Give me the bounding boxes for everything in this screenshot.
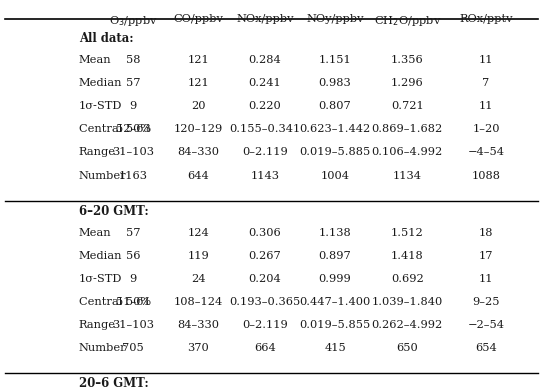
- Text: 0.220: 0.220: [249, 101, 281, 111]
- Text: Range: Range: [79, 147, 116, 158]
- Text: 1143: 1143: [250, 171, 280, 180]
- Text: 1.356: 1.356: [391, 55, 424, 65]
- Text: NOy/ppbv: NOy/ppbv: [306, 14, 364, 24]
- Text: 1.512: 1.512: [391, 228, 424, 237]
- Text: 0.999: 0.999: [319, 274, 351, 284]
- Text: 415: 415: [324, 343, 346, 353]
- Text: 705: 705: [122, 343, 144, 353]
- Text: CH$_2$O/ppbv: CH$_2$O/ppbv: [374, 14, 441, 28]
- Text: 51–61: 51–61: [116, 297, 150, 307]
- Text: 1.138: 1.138: [319, 228, 351, 237]
- Text: 0.267: 0.267: [249, 251, 281, 261]
- Text: 58: 58: [126, 55, 140, 65]
- Text: 0.692: 0.692: [391, 274, 424, 284]
- Text: 0.897: 0.897: [319, 251, 351, 261]
- Text: All data:: All data:: [79, 32, 134, 45]
- Text: 0–2.119: 0–2.119: [242, 320, 288, 330]
- Text: 9: 9: [129, 274, 137, 284]
- Text: 120–129: 120–129: [174, 125, 223, 134]
- Text: 84–330: 84–330: [177, 147, 219, 158]
- Text: ROx/pptv: ROx/pptv: [459, 14, 513, 24]
- Text: 1163: 1163: [118, 171, 148, 180]
- Text: 0.262–4.992: 0.262–4.992: [371, 320, 443, 330]
- Text: 17: 17: [479, 251, 493, 261]
- Text: Mean: Mean: [79, 55, 111, 65]
- Text: Median: Median: [79, 251, 122, 261]
- Text: 0.106–4.992: 0.106–4.992: [371, 147, 443, 158]
- Text: 1.418: 1.418: [391, 251, 424, 261]
- Text: NOx/ppbv: NOx/ppbv: [236, 14, 294, 24]
- Text: 9–25: 9–25: [472, 297, 500, 307]
- Text: 0.869–1.682: 0.869–1.682: [371, 125, 443, 134]
- Text: Number: Number: [79, 171, 127, 180]
- Text: 0.019–5.855: 0.019–5.855: [299, 320, 371, 330]
- Text: 0–2.119: 0–2.119: [242, 147, 288, 158]
- Text: 9: 9: [129, 101, 137, 111]
- Text: 20–6 GMT:: 20–6 GMT:: [79, 377, 148, 388]
- Text: 108–124: 108–124: [174, 297, 223, 307]
- Text: Central 50%: Central 50%: [79, 125, 151, 134]
- Text: 1004: 1004: [320, 171, 350, 180]
- Text: 1.039–1.840: 1.039–1.840: [371, 297, 443, 307]
- Text: 31–103: 31–103: [112, 147, 154, 158]
- Text: 370: 370: [187, 343, 209, 353]
- Text: 11: 11: [479, 101, 493, 111]
- Text: 1–20: 1–20: [472, 125, 500, 134]
- Text: 121: 121: [187, 78, 209, 88]
- Text: 6–20 GMT:: 6–20 GMT:: [79, 204, 148, 218]
- Text: O$_3$/ppbv: O$_3$/ppbv: [109, 14, 157, 28]
- Text: 119: 119: [187, 251, 209, 261]
- Text: 56: 56: [126, 251, 140, 261]
- Text: 20: 20: [191, 101, 205, 111]
- Text: 11: 11: [479, 274, 493, 284]
- Text: 644: 644: [187, 171, 209, 180]
- Text: Number: Number: [79, 343, 127, 353]
- Text: 52–63: 52–63: [116, 125, 150, 134]
- Text: 650: 650: [396, 343, 418, 353]
- Text: 654: 654: [475, 343, 497, 353]
- Text: 1σ-STD: 1σ-STD: [79, 274, 122, 284]
- Text: 664: 664: [254, 343, 276, 353]
- Text: 1.296: 1.296: [391, 78, 424, 88]
- Text: 121: 121: [187, 55, 209, 65]
- Text: −4–54: −4–54: [468, 147, 504, 158]
- Text: 24: 24: [191, 274, 205, 284]
- Text: 124: 124: [187, 228, 209, 237]
- Text: 84–330: 84–330: [177, 320, 219, 330]
- Text: 1.151: 1.151: [319, 55, 351, 65]
- Text: 7: 7: [482, 78, 490, 88]
- Text: 0.306: 0.306: [249, 228, 281, 237]
- Text: Mean: Mean: [79, 228, 111, 237]
- Text: 1134: 1134: [393, 171, 422, 180]
- Text: 0.623–1.442: 0.623–1.442: [299, 125, 371, 134]
- Text: 0.983: 0.983: [319, 78, 351, 88]
- Text: 0.193–0.365: 0.193–0.365: [229, 297, 301, 307]
- Text: 0.447–1.400: 0.447–1.400: [299, 297, 371, 307]
- Text: 31–103: 31–103: [112, 320, 154, 330]
- Text: 0.284: 0.284: [249, 55, 281, 65]
- Text: 0.807: 0.807: [319, 101, 351, 111]
- Text: Range: Range: [79, 320, 116, 330]
- Text: Central 50%: Central 50%: [79, 297, 151, 307]
- Text: 0.241: 0.241: [249, 78, 281, 88]
- Text: CO/ppbv: CO/ppbv: [173, 14, 223, 24]
- Text: 0.721: 0.721: [391, 101, 424, 111]
- Text: 0.155–0.341: 0.155–0.341: [229, 125, 301, 134]
- Text: 57: 57: [126, 228, 140, 237]
- Text: Median: Median: [79, 78, 122, 88]
- Text: 18: 18: [479, 228, 493, 237]
- Text: 1088: 1088: [471, 171, 501, 180]
- Text: −2–54: −2–54: [468, 320, 504, 330]
- Text: 0.019–5.885: 0.019–5.885: [299, 147, 371, 158]
- Text: 1σ-STD: 1σ-STD: [79, 101, 122, 111]
- Text: 57: 57: [126, 78, 140, 88]
- Text: 0.204: 0.204: [249, 274, 281, 284]
- Text: 11: 11: [479, 55, 493, 65]
